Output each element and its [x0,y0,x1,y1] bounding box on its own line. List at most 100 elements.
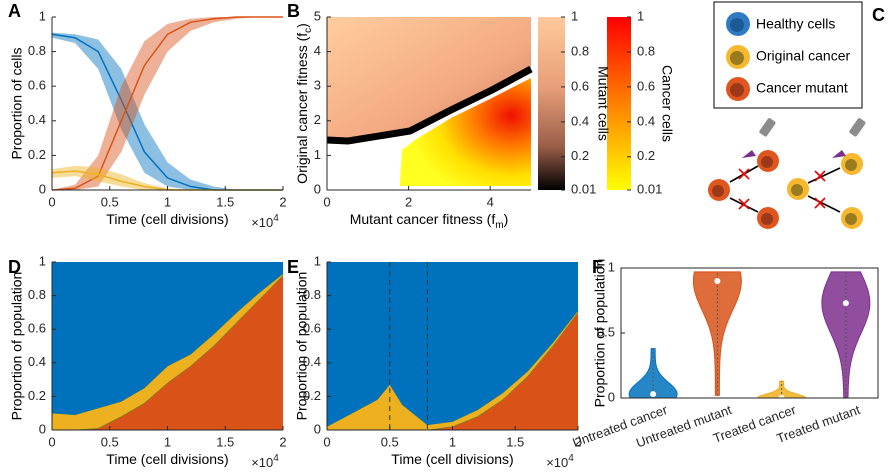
colorbar-tick-label: 0.6 [637,78,655,93]
colorbar [607,17,631,190]
label-part: ×10 [251,215,273,230]
axis-label: ×104 [251,453,279,470]
colorbar-tick-label: 0.4 [637,113,655,128]
x-tick-label: 2 [405,194,412,209]
colorbar-tick-label: 1 [571,8,578,23]
x-tick-label: 1 [164,434,171,449]
y-tick-label: 0.4 [28,112,46,127]
panel-letter: C [872,5,885,25]
y-tick-label: 2 [314,112,321,127]
panel-letter: A [8,1,21,21]
colorbar-tick-label: 1 [637,8,644,23]
label-part: 4 [273,453,279,464]
area [52,275,283,430]
y-tick-label: 0.6 [28,78,46,93]
label-part: ×10 [251,455,273,470]
label-part: 4 [273,213,279,224]
axis-label: Proportion of population [9,272,25,421]
marks [51,16,283,191]
band [52,32,283,190]
colorbar-label: Mutant cells [595,66,611,141]
label-part: ) [504,211,509,227]
y-tick-label: 3 [314,78,321,93]
y-tick-label: 1 [314,253,321,268]
x-tick-label: 1.5 [216,434,234,449]
panel-letter: F [592,257,603,277]
axis-label: Original cancer fitness (fc) [294,23,314,184]
legend-label: Cancer mutant [756,80,848,96]
axis-label: Proportion of population [294,272,310,421]
median [842,300,849,307]
line [51,16,283,191]
y-tick-label: 0 [314,181,321,196]
x-tick-label: 0.5 [101,434,119,449]
axes: 0 0.5 1 1.5 2 0 0.2 0.4 0.6 0.8 1 [303,253,582,449]
x-tick-label: 1 [449,434,456,449]
y-tick-label: 0.2 [28,147,46,162]
y-tick-label: 0 [314,421,321,436]
y-tick-label: 0.4 [28,354,46,369]
x-tick-label: 0.5 [381,434,399,449]
axes: 00.51 [597,259,625,404]
y-tick-label: 1 [39,253,46,268]
axis-label: Time (cell divisions) [106,211,228,227]
axis-label: ×104 [251,213,279,230]
legend-label: Original cancer [756,48,850,64]
axes: 0 0.5 1 1.5 2 0 0.2 0.4 0.6 0.8 1 [28,8,287,209]
panel-letter: E [287,257,299,277]
y-tick-label: 4 [314,43,321,58]
colorbar-tick-label: 0.01 [637,181,662,196]
y-tick-label: 0.2 [303,388,321,403]
area [52,262,283,415]
label-part: c [303,28,314,33]
x-tick-label: 0.5 [101,194,119,209]
y-tick-label: 1 [608,259,615,274]
x-tick-label: 1.5 [506,434,524,449]
median [714,278,721,284]
label-part: 4 [568,453,574,464]
colorbar-tick-label: 0.8 [571,43,589,58]
colorbar-tick-label: 0.01 [571,181,596,196]
axis-label: Mutant cancer fitness (fm) [350,211,509,231]
y-tick-label: 1 [39,8,46,23]
y-tick-label: 0.6 [28,321,46,336]
legend-label: Healthy cells [756,16,835,32]
label-part: Time (cell divisions) [106,211,228,227]
panel-letter: B [287,1,300,21]
area [51,273,284,431]
y-tick-label: 0.5 [597,324,615,339]
band [52,165,283,190]
label-part: Mutant cancer fitness (f [350,211,496,227]
label-part: m [495,220,503,231]
y-tick-label: 0.8 [28,43,46,58]
colorbar-tick-label: 0.4 [571,113,589,128]
y-tick-label: 0.4 [303,354,321,369]
x-tick-label: 1 [164,194,171,209]
label-part: Time (cell divisions) [391,451,513,467]
y-tick-label: 0.8 [28,287,46,302]
panel-letter: D [8,257,21,277]
x-tick-label: 2 [574,434,581,449]
axis-label: ×104 [546,453,574,470]
marks [326,262,579,431]
marks [51,262,284,431]
axis-label: Proportion of cells [9,47,25,159]
y-tick-label: 0.8 [303,287,321,302]
y-tick-label: 5 [314,8,321,23]
y-tick-label: 0.2 [28,388,46,403]
axis-label: Proportion of population [592,259,608,408]
violin [821,271,871,399]
area [327,312,578,430]
label-part: Time (cell divisions) [106,451,228,467]
y-tick-label: 0 [39,421,46,436]
heatmap-field [326,17,533,186]
area [327,262,578,427]
x-tick-label: 0 [48,434,55,449]
colorbar-tick-label: 0.8 [637,43,655,58]
colorbar-tick-label: 0.6 [571,78,589,93]
label-part: ×10 [546,455,568,470]
x-tick-label: 1.5 [216,194,234,209]
colorbar-tick-label: 0.2 [637,148,655,163]
marks [628,271,871,401]
